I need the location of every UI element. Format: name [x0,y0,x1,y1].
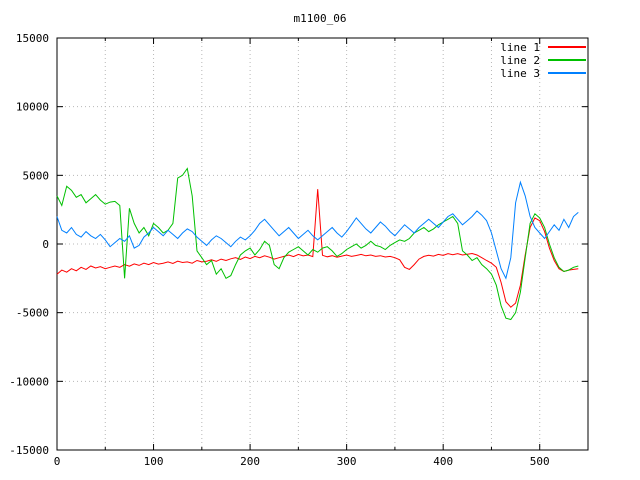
legend-item: line 1 [500,40,586,54]
x-tick-label: 400 [433,455,453,468]
series-line-1 [56,189,579,308]
series-line-3 [56,180,579,280]
series-line-2 [56,167,579,321]
legend-item: line 2 [500,53,586,67]
y-tick-label: -5000 [16,307,49,320]
x-tick-label: 500 [530,455,550,468]
x-tick-label: 300 [337,455,357,468]
y-tick-label: 15000 [16,32,49,45]
legend-item-label: line 1 [500,40,540,54]
legend-color-sample [548,72,586,74]
legend: line 1 line 2 line 3 [500,40,586,80]
legend-item: line 3 [500,66,586,80]
plot-border [56,37,589,451]
legend-item-label: line 3 [500,66,540,80]
legend-color-sample [548,59,586,61]
y-tick-label: 10000 [16,101,49,114]
x-tick-label: 200 [240,455,260,468]
x-tick-label: 0 [54,455,61,468]
x-tick-label: 100 [144,455,164,468]
chart-title: m1100_06 [293,12,347,25]
legend-color-sample [548,46,586,48]
y-tick-label: -15000 [9,444,49,457]
y-tick-label: 5000 [23,169,50,182]
y-tick-label: -10000 [9,375,49,388]
legend-item-label: line 2 [500,53,540,67]
y-tick-label: 0 [42,238,49,251]
